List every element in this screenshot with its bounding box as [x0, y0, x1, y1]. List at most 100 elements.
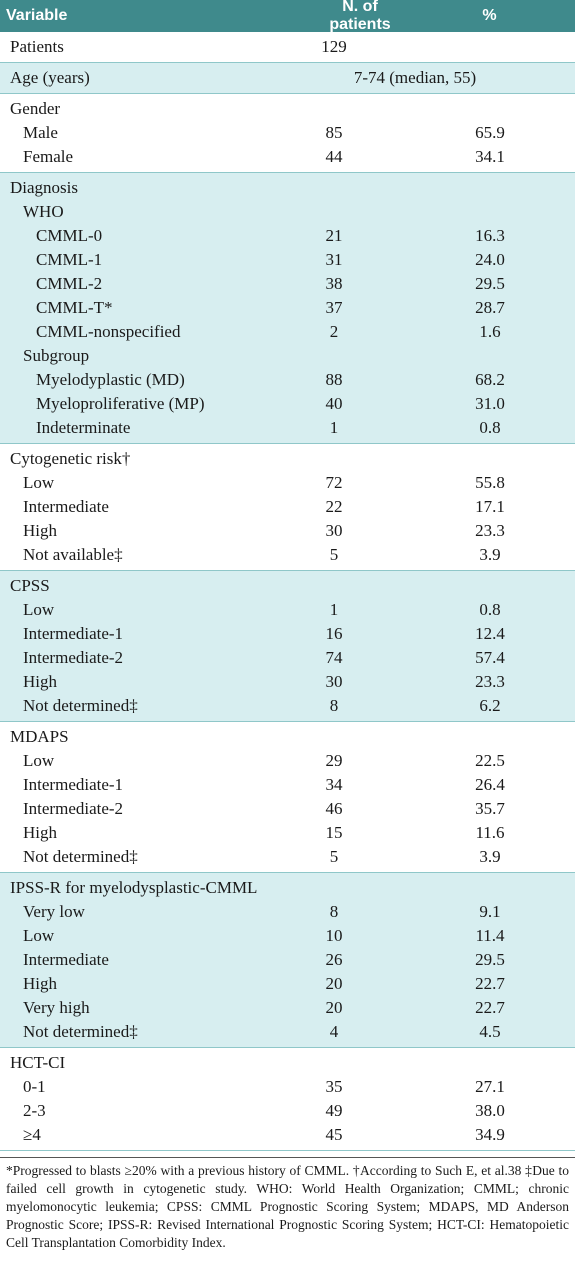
patients-count: 85 — [325, 123, 343, 142]
row-label: Age (years) — [10, 68, 90, 87]
table-row: CMML-0 21 16.3 — [0, 224, 575, 248]
table-row: MDAPS — [0, 725, 575, 749]
row-label: 2-3 — [23, 1101, 46, 1120]
table-section: Diagnosis WHO CMML-0 21 16.3 CMML-1 31 24.0 CMML… — [0, 173, 575, 444]
patients-count: 72 — [325, 473, 343, 492]
patients-count: 5 — [329, 847, 339, 866]
row-label: Gender — [10, 99, 61, 118]
percentage: 0.8 — [479, 600, 501, 619]
percentage: 27.1 — [475, 1077, 505, 1096]
percentage: 28.7 — [475, 298, 505, 317]
percentage: 6.2 — [479, 696, 501, 715]
patients-count: 88 — [325, 370, 343, 389]
row-label: Intermediate-2 — [23, 648, 124, 667]
table-row: Myelodyplastic (MD) 88 68.2 — [0, 368, 575, 392]
row-label: Female — [23, 147, 74, 166]
row-label: High — [23, 672, 57, 691]
percentage: 12.4 — [475, 624, 505, 643]
header-cell: % — [482, 7, 497, 24]
patients-count: 35 — [325, 1077, 343, 1096]
percentage: 65.9 — [475, 123, 505, 142]
table-section: CPSS Low 1 0.8 Intermediate-1 16 12.4 Intermedi… — [0, 571, 575, 722]
percentage: 22.7 — [475, 998, 505, 1017]
table-row: Low 29 22.5 — [0, 749, 575, 773]
percentage: 26.4 — [475, 775, 505, 794]
percentage: 55.8 — [475, 473, 505, 492]
table-row: Intermediate 22 17.1 — [0, 495, 575, 519]
row-label: Low — [23, 751, 55, 770]
table-row: Subgroup — [0, 344, 575, 368]
percentage: 29.5 — [475, 274, 505, 293]
row-label: Indeterminate — [36, 418, 131, 437]
table-section: HCT-CI 0-1 35 27.1 2-3 49 38.0 ≥4 45 34.9 — [0, 1048, 575, 1151]
patients-count: 44 — [325, 147, 343, 166]
table-row: CPSS — [0, 574, 575, 598]
table-section: Age (years) 7-74 (median, 55) — [0, 63, 575, 94]
table-row: Myeloproliferative (MP) 40 31.0 — [0, 392, 575, 416]
patients-count: 21 — [325, 226, 343, 245]
table-section: Cytogenetic risk† Low 72 55.8 Intermediate 22… — [0, 444, 575, 571]
table-row: Intermediate-1 34 26.4 — [0, 773, 575, 797]
patients-count: 20 — [325, 998, 343, 1017]
table-row: 0-1 35 27.1 — [0, 1075, 575, 1099]
patients-count: 2 — [329, 322, 339, 341]
table-row: High 30 23.3 — [0, 519, 575, 543]
table-header: Variable N. of patients % — [0, 0, 575, 33]
row-label: Myeloproliferative (MP) — [36, 394, 205, 413]
table-row: Not determined‡ 8 6.2 — [0, 694, 575, 718]
table-row: Not determined‡ 5 3.9 — [0, 845, 575, 869]
row-label: 0-1 — [23, 1077, 46, 1096]
table-row: IPSS-R for myelodysplastic-CMML — [0, 876, 575, 900]
table-section: MDAPS Low 29 22.5 Intermediate-1 34 26.4 Interm… — [0, 722, 575, 873]
table-row: CMML-1 31 24.0 — [0, 248, 575, 272]
patients-count: 129 — [321, 37, 347, 56]
table-row: Male 85 65.9 — [0, 121, 575, 145]
patients-count: 4 — [329, 1022, 339, 1041]
table-row: Intermediate-1 16 12.4 — [0, 622, 575, 646]
row-label: Very low — [23, 902, 85, 921]
table-row: Patients 129 — [0, 35, 575, 59]
table-row: Cytogenetic risk† — [0, 447, 575, 471]
table-row: High 15 11.6 — [0, 821, 575, 845]
row-label: Not determined‡ — [23, 847, 138, 866]
table-row: CMML-nonspecified 2 1.6 — [0, 320, 575, 344]
patients-count: 45 — [325, 1125, 343, 1144]
patients-count: 74 — [325, 648, 343, 667]
row-label: MDAPS — [10, 727, 69, 746]
table-row: High 30 23.3 — [0, 670, 575, 694]
patients-count: 22 — [325, 497, 343, 516]
patients-count: 15 — [325, 823, 343, 842]
percentage: 23.3 — [475, 521, 505, 540]
table-row: High 20 22.7 — [0, 972, 575, 996]
row-label: Intermediate-1 — [23, 624, 124, 643]
row-label: Subgroup — [23, 346, 90, 365]
patients-count: 20 — [325, 974, 343, 993]
percentage: 1.6 — [479, 322, 501, 341]
row-label: Male — [23, 123, 58, 142]
percentage: 35.7 — [475, 799, 505, 818]
row-label: HCT-CI — [10, 1053, 66, 1072]
row-label: High — [23, 974, 57, 993]
patients-count: 26 — [325, 950, 343, 969]
percentage: 23.3 — [475, 672, 505, 691]
row-label: Low — [23, 926, 55, 945]
patients-count: 30 — [325, 672, 343, 691]
patients-count: 38 — [325, 274, 343, 293]
table-row: 2-3 49 38.0 — [0, 1099, 575, 1123]
footnote: *Progressed to blasts ≥20% with a previo… — [0, 1157, 575, 1252]
percentage: 16.3 — [475, 226, 505, 245]
percentage: 24.0 — [475, 250, 505, 269]
percentage: 68.2 — [475, 370, 505, 389]
table-row: Intermediate-2 74 57.4 — [0, 646, 575, 670]
patients-count: 1 — [329, 418, 339, 437]
percentage: 34.9 — [475, 1125, 505, 1144]
percentage: 22.5 — [475, 751, 505, 770]
row-label: Patients — [10, 37, 64, 56]
row-label: Intermediate-2 — [23, 799, 124, 818]
row-label: High — [23, 823, 57, 842]
percentage: 9.1 — [479, 902, 501, 921]
row-label: IPSS-R for myelodysplastic-CMML — [10, 878, 258, 897]
row-label: WHO — [23, 202, 64, 221]
percentage: 4.5 — [479, 1022, 501, 1041]
patients-count: 31 — [325, 250, 343, 269]
